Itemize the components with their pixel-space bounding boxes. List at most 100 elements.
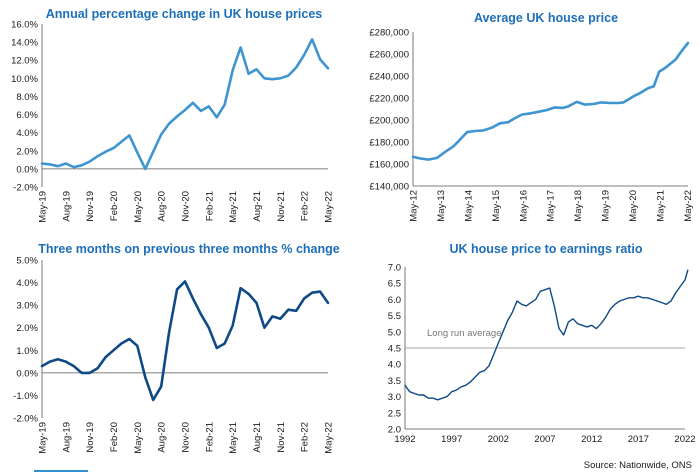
y-tick-label: -2.0% — [13, 183, 38, 194]
source-accent-bar — [34, 470, 88, 472]
y-tick-label: 6.0% — [16, 110, 38, 121]
y-tick-label: 3.0 — [388, 392, 401, 403]
x-tick-label: May-20 — [133, 422, 144, 454]
chart-title: Three months on previous three months % … — [38, 242, 339, 256]
y-tick-label: £180,000 — [369, 138, 409, 149]
y-tick-label: 12.0% — [11, 56, 38, 67]
average-price-svg: Average UK house price £140,000 £160,000 £… — [369, 11, 694, 222]
y-tick-label: -1.0% — [13, 391, 38, 402]
x-tick-label: Feb-22 — [300, 422, 311, 452]
chart-average-price: Average UK house price £140,000 £160,000 £… — [350, 0, 700, 236]
x-tick-label: Nov-19 — [85, 422, 96, 453]
y-tick-label: 16.0% — [11, 20, 38, 31]
x-tick-label: May-21 — [228, 191, 239, 223]
x-tick-label: May-20 — [133, 191, 144, 223]
x-tick-label: 2017 — [628, 434, 649, 445]
x-tick-label: May-17 — [546, 190, 557, 222]
y-tick-label: 14.0% — [11, 38, 38, 49]
x-tick-label: Nov-20 — [181, 191, 192, 222]
y-tick-label: 5.0% — [16, 256, 38, 267]
x-tick-label: May-20 — [628, 190, 639, 222]
x-tick-label: May-14 — [463, 190, 474, 222]
x-tick-label: Aug-21 — [252, 191, 263, 222]
y-tick-label: 2.5 — [388, 408, 401, 419]
y-tick-label: £260,000 — [369, 50, 409, 61]
y-tick-label: 5.0 — [388, 327, 401, 338]
x-tick-label: Nov-21 — [276, 191, 287, 222]
series-line — [411, 41, 690, 161]
x-tick-label: May-21 — [228, 422, 239, 454]
series-line — [40, 280, 330, 402]
y-tick-label: £200,000 — [369, 116, 409, 127]
x-tick-label: May-19 — [38, 422, 49, 454]
x-tick-label: Feb-20 — [109, 422, 120, 452]
y-tick-label: 1.0% — [16, 346, 38, 357]
chart-title: Average UK house price — [474, 11, 618, 25]
y-tick-label: 3.0% — [16, 301, 38, 312]
y-tick-label: 4.0 — [388, 360, 401, 371]
chart-title: UK house price to earnings ratio — [449, 242, 642, 256]
x-tick-label: 2012 — [581, 434, 602, 445]
x-tick-label: Aug-21 — [252, 422, 263, 453]
x-tick-label: Feb-21 — [204, 191, 215, 221]
y-tick-label: 2.0% — [16, 146, 38, 157]
long-run-average-label: Long run average — [427, 328, 501, 339]
x-tick-label: 2007 — [534, 434, 555, 445]
y-tick-label: £140,000 — [369, 182, 409, 193]
y-tick-label: 0.0% — [16, 368, 38, 379]
y-tick-label: 10.0% — [11, 74, 38, 85]
y-tick-label: 2.0 — [388, 425, 401, 436]
x-tick-label: May-22 — [324, 191, 335, 223]
y-tick-label: £220,000 — [369, 94, 409, 105]
x-tick-label: Aug-19 — [61, 191, 72, 222]
chart-annual-change: Annual percentage change in UK house pri… — [0, 0, 350, 236]
source-note: Source: Nationwide, ONS — [583, 460, 692, 471]
annual-change-svg: Annual percentage change in UK house pri… — [11, 7, 335, 223]
x-tick-label: Aug-20 — [157, 191, 168, 222]
y-tick-label: 8.0% — [16, 92, 38, 103]
x-tick-label: May-12 — [409, 190, 420, 222]
price-earnings-ratio-svg: UK house price to earnings ratio 2.0 2.5 3… — [388, 242, 696, 445]
x-tick-label: May-19 — [601, 190, 612, 222]
x-tick-label: May-15 — [491, 190, 502, 222]
x-tick-label: May-16 — [518, 190, 529, 222]
y-tick-label: 4.0% — [16, 128, 38, 139]
x-tick-label: May-18 — [573, 190, 584, 222]
x-tick-label: Nov-19 — [85, 191, 96, 222]
y-tick-label: 5.5 — [388, 311, 401, 322]
y-tick-label: 4.5 — [388, 344, 401, 355]
y-tick-label: 4.0% — [16, 278, 38, 289]
x-tick-label: Feb-21 — [204, 422, 215, 452]
x-tick-label: May-13 — [436, 190, 447, 222]
x-tick-label: May-19 — [38, 191, 49, 223]
y-tick-label: 0.0% — [16, 164, 38, 175]
y-tick-label: 7.0 — [388, 263, 401, 274]
x-tick-label: Feb-22 — [300, 191, 311, 221]
x-tick-label: 1997 — [441, 434, 462, 445]
x-tick-label: Feb-20 — [109, 191, 120, 221]
x-tick-label: 1992 — [394, 434, 415, 445]
y-tick-label: £160,000 — [369, 160, 409, 171]
chart-price-earnings-ratio: UK house price to earnings ratio 2.0 2.5 3… — [350, 236, 700, 473]
y-tick-label: 2.0% — [16, 323, 38, 334]
y-tick-label: 6.5 — [388, 279, 401, 290]
y-tick-label: -2.0% — [13, 414, 38, 425]
three-month-change-svg: Three months on previous three months % … — [13, 242, 340, 454]
y-tick-label: 6.0 — [388, 295, 401, 306]
x-tick-label: Nov-21 — [276, 422, 287, 453]
x-tick-label: May-22 — [324, 422, 335, 454]
chart-three-month-change: Three months on previous three months % … — [0, 236, 350, 473]
x-tick-label: 2022 — [674, 434, 695, 445]
y-tick-label: £280,000 — [369, 28, 409, 39]
x-tick-label: Aug-20 — [157, 422, 168, 453]
x-tick-label: May-21 — [656, 190, 667, 222]
y-tick-label: £240,000 — [369, 72, 409, 83]
chart-title: Annual percentage change in UK house pri… — [46, 7, 323, 21]
series-line — [404, 269, 689, 401]
x-tick-label: Nov-20 — [181, 422, 192, 453]
x-tick-label: 2002 — [488, 434, 509, 445]
x-tick-label: May-22 — [683, 190, 694, 222]
x-tick-label: Aug-19 — [61, 422, 72, 453]
y-tick-label: 3.5 — [388, 376, 401, 387]
series-line — [40, 38, 330, 171]
